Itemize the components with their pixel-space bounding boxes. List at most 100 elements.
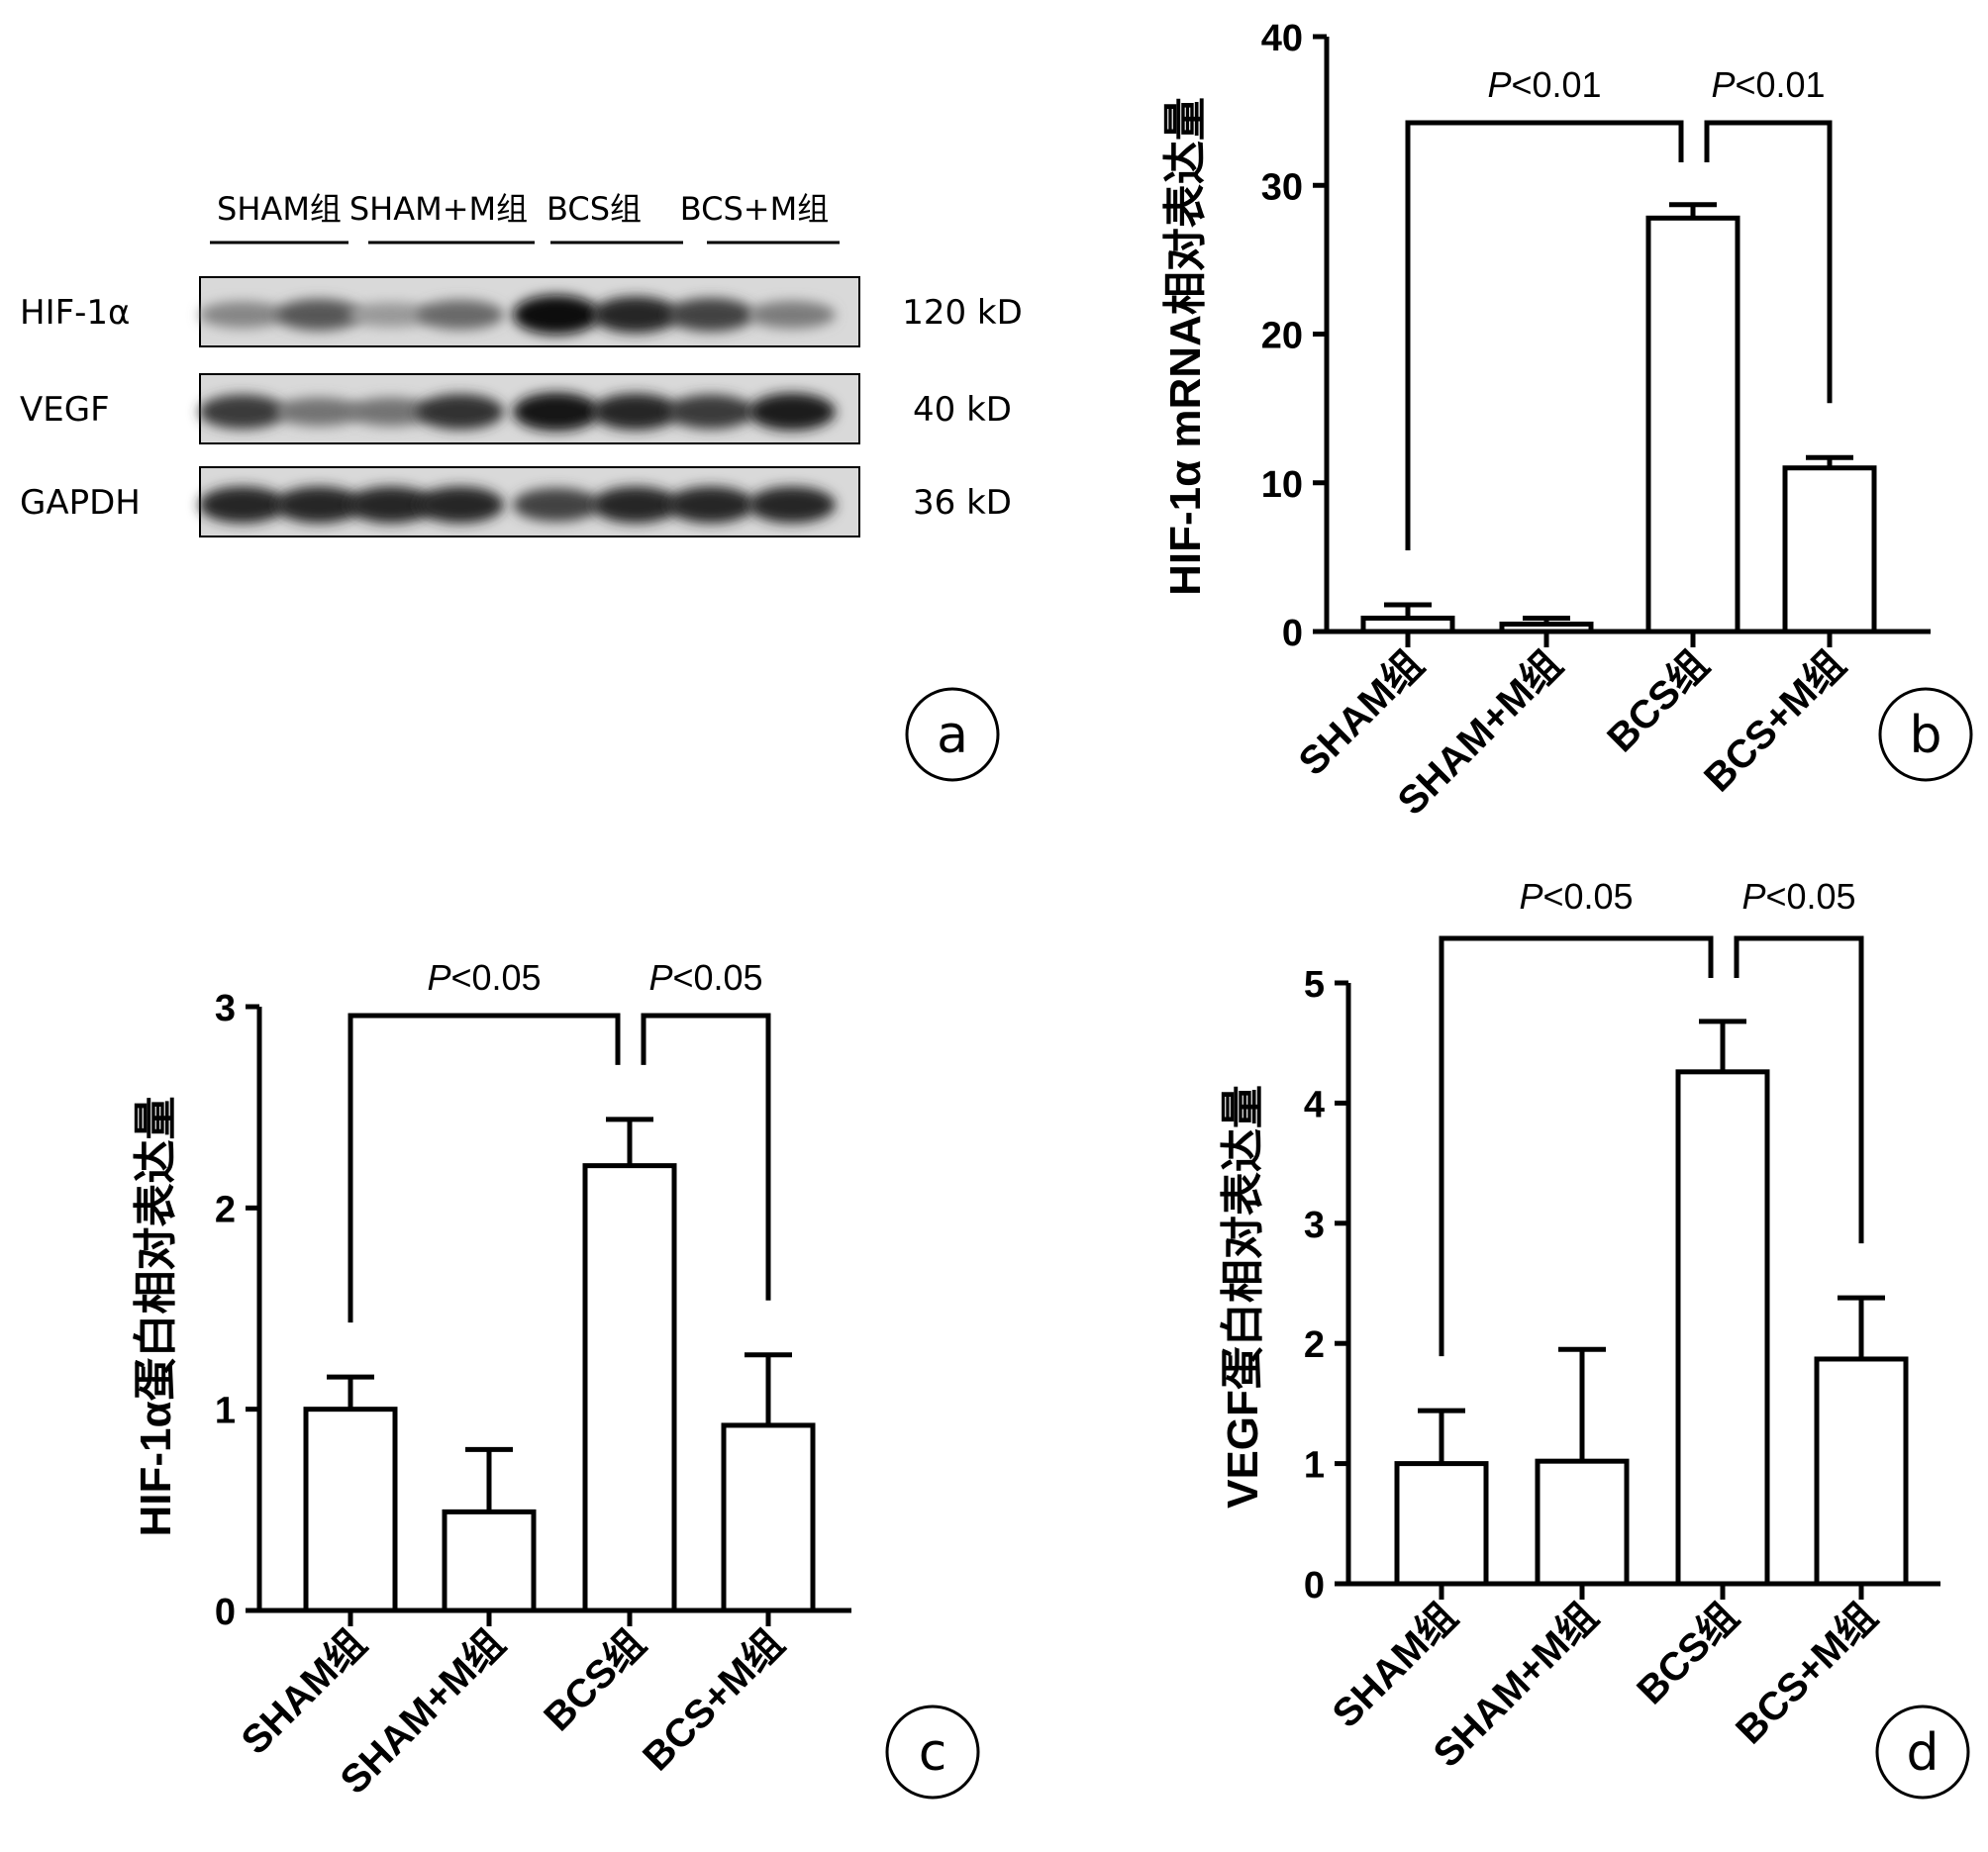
y-axis-label: HIF-1α蛋白相对表达量: [132, 1096, 180, 1536]
blot-rows: HIF-1α 120 kD VEGF 40 kD GAPDH 36 kD: [20, 276, 1023, 537]
panel-label: d: [1906, 1723, 1938, 1783]
significance-bracket: [1439, 935, 1714, 1357]
blot-band: [199, 394, 286, 430]
panel-label: c: [919, 1723, 947, 1783]
blot-band: [513, 488, 600, 522]
blot-protein-label: GAPDH: [20, 483, 141, 523]
y-tick-label: 0: [215, 1592, 236, 1633]
bar: [1535, 1458, 1630, 1587]
x-tick-label: BCS+M组: [1696, 642, 1853, 800]
y-tick-label: 3: [1304, 1205, 1325, 1246]
blot-band: [348, 397, 435, 427]
panel-label: b: [1909, 706, 1941, 765]
panel-label-circle: [1878, 687, 1973, 782]
blot-band: [417, 486, 504, 524]
y-tick-label: 20: [1261, 316, 1303, 357]
blot-band: [592, 296, 679, 334]
y-tick-label: 2: [1304, 1324, 1325, 1366]
significance-bracket: [1405, 120, 1684, 550]
x-tick-label: SHAM组: [1325, 1595, 1466, 1736]
blot-band: [275, 486, 362, 524]
bar: [1394, 1461, 1489, 1587]
blot-group-label: BCS组: [547, 190, 642, 228]
bar: [721, 1422, 816, 1613]
blot-band: [348, 302, 435, 328]
bar: [1645, 215, 1740, 634]
y-tick-label: 3: [215, 988, 236, 1029]
significance-label: P<0.05: [1741, 876, 1855, 917]
blot-group-label: SHAM组: [217, 190, 342, 228]
blot-band: [592, 393, 679, 431]
y-tick-label: 5: [1304, 964, 1325, 1006]
blot-band: [748, 301, 836, 329]
y-axis-label: HIF-1α mRNA相对表达量: [1161, 97, 1210, 596]
panel-label-circle: [885, 1705, 980, 1800]
bar: [1499, 621, 1594, 634]
blot-band: [667, 394, 754, 430]
x-tick-label: BCS组: [1629, 1595, 1746, 1712]
significance-bracket: [1734, 935, 1864, 1244]
western-blot-panel: SHAM组 SHAM+M组 BCS组 BCS+M组 HIF-1α 120 kD VEGF 4…: [20, 190, 1023, 782]
panel-label-a: a: [937, 706, 968, 765]
y-tick-label: 30: [1261, 166, 1303, 208]
x-tick-label: BCS组: [536, 1621, 653, 1739]
blot-protein-label: VEGF: [20, 390, 110, 430]
blot-band: [199, 486, 286, 524]
blot-group-label: SHAM+M组: [349, 190, 528, 228]
panel-label-circle: [1875, 1705, 1970, 1800]
blot-band: [513, 392, 600, 432]
significance-bracket: [641, 1013, 771, 1301]
panel-label-circle-a: [905, 687, 1000, 782]
blot-band: [199, 301, 286, 329]
blot-band: [513, 295, 600, 335]
significance-label: P<0.01: [1487, 64, 1601, 105]
blot-size-label: 36 kD: [913, 483, 1012, 523]
blot-band: [348, 486, 435, 524]
significance-label: P<0.05: [1519, 876, 1633, 917]
blot-band: [667, 486, 754, 524]
bar: [1675, 1069, 1770, 1587]
blot-band: [275, 299, 362, 331]
y-tick-label: 1: [215, 1391, 236, 1432]
blot-band: [748, 393, 836, 431]
significance-bracket: [1704, 120, 1833, 404]
blot-band: [667, 298, 754, 332]
significance-label: P<0.05: [648, 957, 762, 998]
y-tick-label: 0: [1304, 1565, 1325, 1607]
y-tick-label: 40: [1261, 18, 1303, 59]
y-axis-label: VEGF蛋白相对表达量: [1219, 1085, 1267, 1509]
bar: [303, 1407, 398, 1613]
x-tick-label: SHAM组: [234, 1621, 375, 1763]
blot-band: [275, 397, 362, 427]
y-tick-label: 0: [1282, 613, 1303, 654]
blot-band: [417, 300, 504, 330]
x-tick-label: SHAM组: [1291, 642, 1433, 784]
blot-band: [748, 486, 836, 524]
x-tick-label: BCS+M组: [1728, 1595, 1885, 1752]
x-tick-label: BCS组: [1599, 642, 1717, 760]
y-tick-label: 10: [1261, 464, 1303, 506]
blot-band: [417, 394, 504, 430]
significance-label: P<0.05: [427, 957, 541, 998]
significance-bracket: [348, 1013, 621, 1323]
y-tick-label: 1: [1304, 1445, 1325, 1487]
y-tick-label: 4: [1304, 1084, 1325, 1125]
significance-label: P<0.01: [1711, 64, 1825, 105]
blot-group-labels: SHAM组 SHAM+M组 BCS组 BCS+M组: [210, 190, 840, 244]
blot-size-label: 40 kD: [913, 390, 1012, 430]
blot-group-label: BCS+M组: [680, 190, 829, 228]
blot-band: [592, 486, 679, 524]
x-tick-label: BCS+M组: [635, 1621, 792, 1779]
bar: [1360, 615, 1455, 634]
bar: [1814, 1356, 1909, 1587]
bar: [1782, 465, 1877, 634]
bar: [582, 1163, 677, 1613]
y-tick-label: 2: [215, 1189, 236, 1230]
blot-protein-label: HIF-1α: [20, 293, 130, 333]
blot-size-label: 120 kD: [902, 293, 1023, 333]
bar: [442, 1509, 537, 1613]
